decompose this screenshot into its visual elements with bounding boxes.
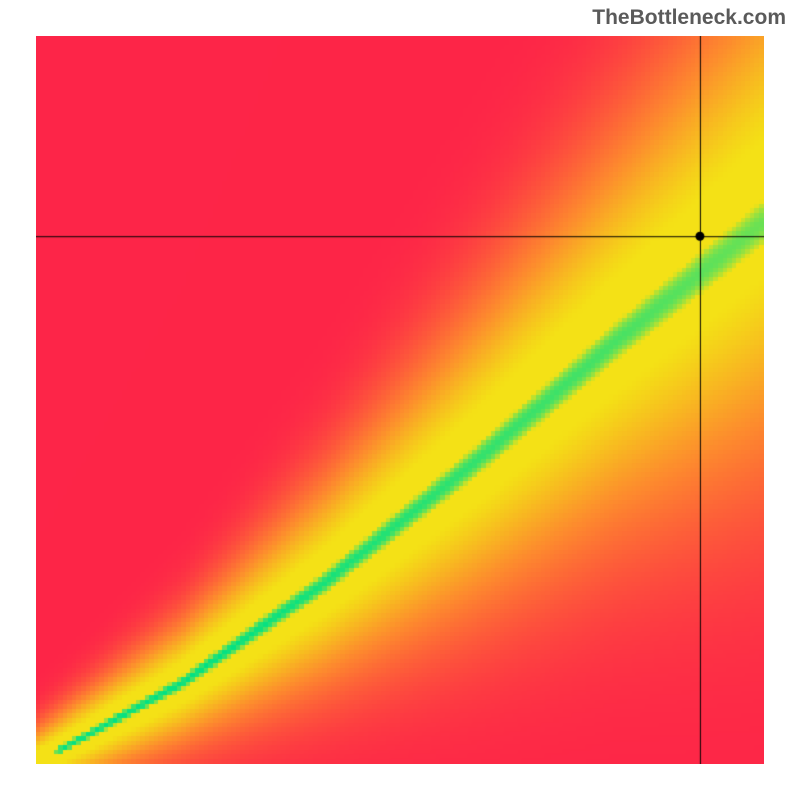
heatmap-canvas xyxy=(36,36,764,764)
bottleneck-heatmap xyxy=(36,36,764,764)
attribution-text: TheBottleneck.com xyxy=(592,6,786,30)
